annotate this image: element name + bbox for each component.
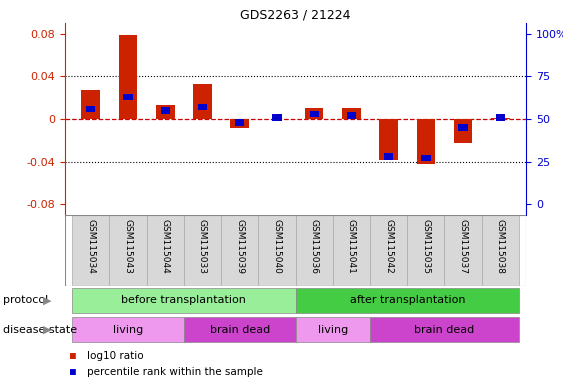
Text: protocol: protocol	[3, 295, 48, 305]
Bar	[421, 155, 431, 162]
Bar	[156, 105, 175, 119]
Text: ■: ■	[70, 366, 76, 377]
Bar	[230, 119, 249, 127]
Text: GSM115039: GSM115039	[235, 218, 244, 273]
Text: GSM115044: GSM115044	[161, 218, 170, 273]
Bar	[184, 215, 221, 286]
Bar	[347, 113, 356, 119]
Bar	[296, 288, 519, 313]
Text: GSM115042: GSM115042	[384, 218, 393, 273]
Bar	[235, 119, 244, 126]
Bar	[72, 318, 184, 342]
Bar	[146, 215, 184, 286]
Bar	[333, 215, 370, 286]
Bar	[296, 318, 370, 342]
Bar	[370, 318, 519, 342]
Text: ▶: ▶	[43, 295, 51, 305]
Bar	[109, 215, 146, 286]
Bar	[417, 119, 435, 164]
Bar	[119, 35, 137, 119]
Bar	[160, 107, 170, 114]
Bar	[198, 104, 207, 110]
Bar	[123, 94, 133, 100]
Text: percentile rank within the sample: percentile rank within the sample	[87, 366, 263, 377]
Bar	[370, 215, 407, 286]
Title: GDS2263 / 21224: GDS2263 / 21224	[240, 9, 351, 22]
Text: GSM115043: GSM115043	[123, 218, 132, 273]
Text: GSM115038: GSM115038	[496, 218, 505, 273]
Bar	[310, 111, 319, 117]
Bar	[305, 108, 324, 119]
Text: before transplantation: before transplantation	[122, 295, 247, 305]
Bar	[258, 215, 296, 286]
Bar	[82, 90, 100, 119]
Text: GSM115036: GSM115036	[310, 218, 319, 273]
Text: living: living	[113, 325, 143, 335]
Text: GSM115033: GSM115033	[198, 218, 207, 273]
Bar	[221, 215, 258, 286]
Bar	[458, 124, 468, 131]
Bar	[296, 215, 333, 286]
Bar	[342, 108, 361, 119]
Bar	[384, 153, 394, 160]
Bar	[184, 318, 296, 342]
Bar	[72, 215, 109, 286]
Bar	[495, 114, 505, 121]
Bar	[482, 215, 519, 286]
Bar	[445, 215, 482, 286]
Bar	[491, 118, 510, 119]
Bar	[193, 84, 212, 119]
Bar	[454, 119, 472, 142]
Text: ▶: ▶	[43, 325, 51, 335]
Text: brain dead: brain dead	[209, 325, 270, 335]
Text: GSM115040: GSM115040	[272, 218, 282, 273]
Text: GSM115035: GSM115035	[421, 218, 430, 273]
Text: GSM115034: GSM115034	[86, 218, 95, 273]
Text: GSM115041: GSM115041	[347, 218, 356, 273]
Text: ■: ■	[70, 351, 76, 361]
Text: brain dead: brain dead	[414, 325, 475, 335]
Bar	[72, 288, 296, 313]
Bar	[86, 106, 96, 112]
Text: disease state: disease state	[3, 325, 77, 335]
Text: GSM115037: GSM115037	[459, 218, 468, 273]
Text: log10 ratio: log10 ratio	[87, 351, 144, 361]
Bar	[407, 215, 445, 286]
Bar	[272, 114, 282, 121]
Text: living: living	[318, 325, 348, 335]
Bar	[379, 119, 398, 160]
Text: after transplantation: after transplantation	[350, 295, 465, 305]
